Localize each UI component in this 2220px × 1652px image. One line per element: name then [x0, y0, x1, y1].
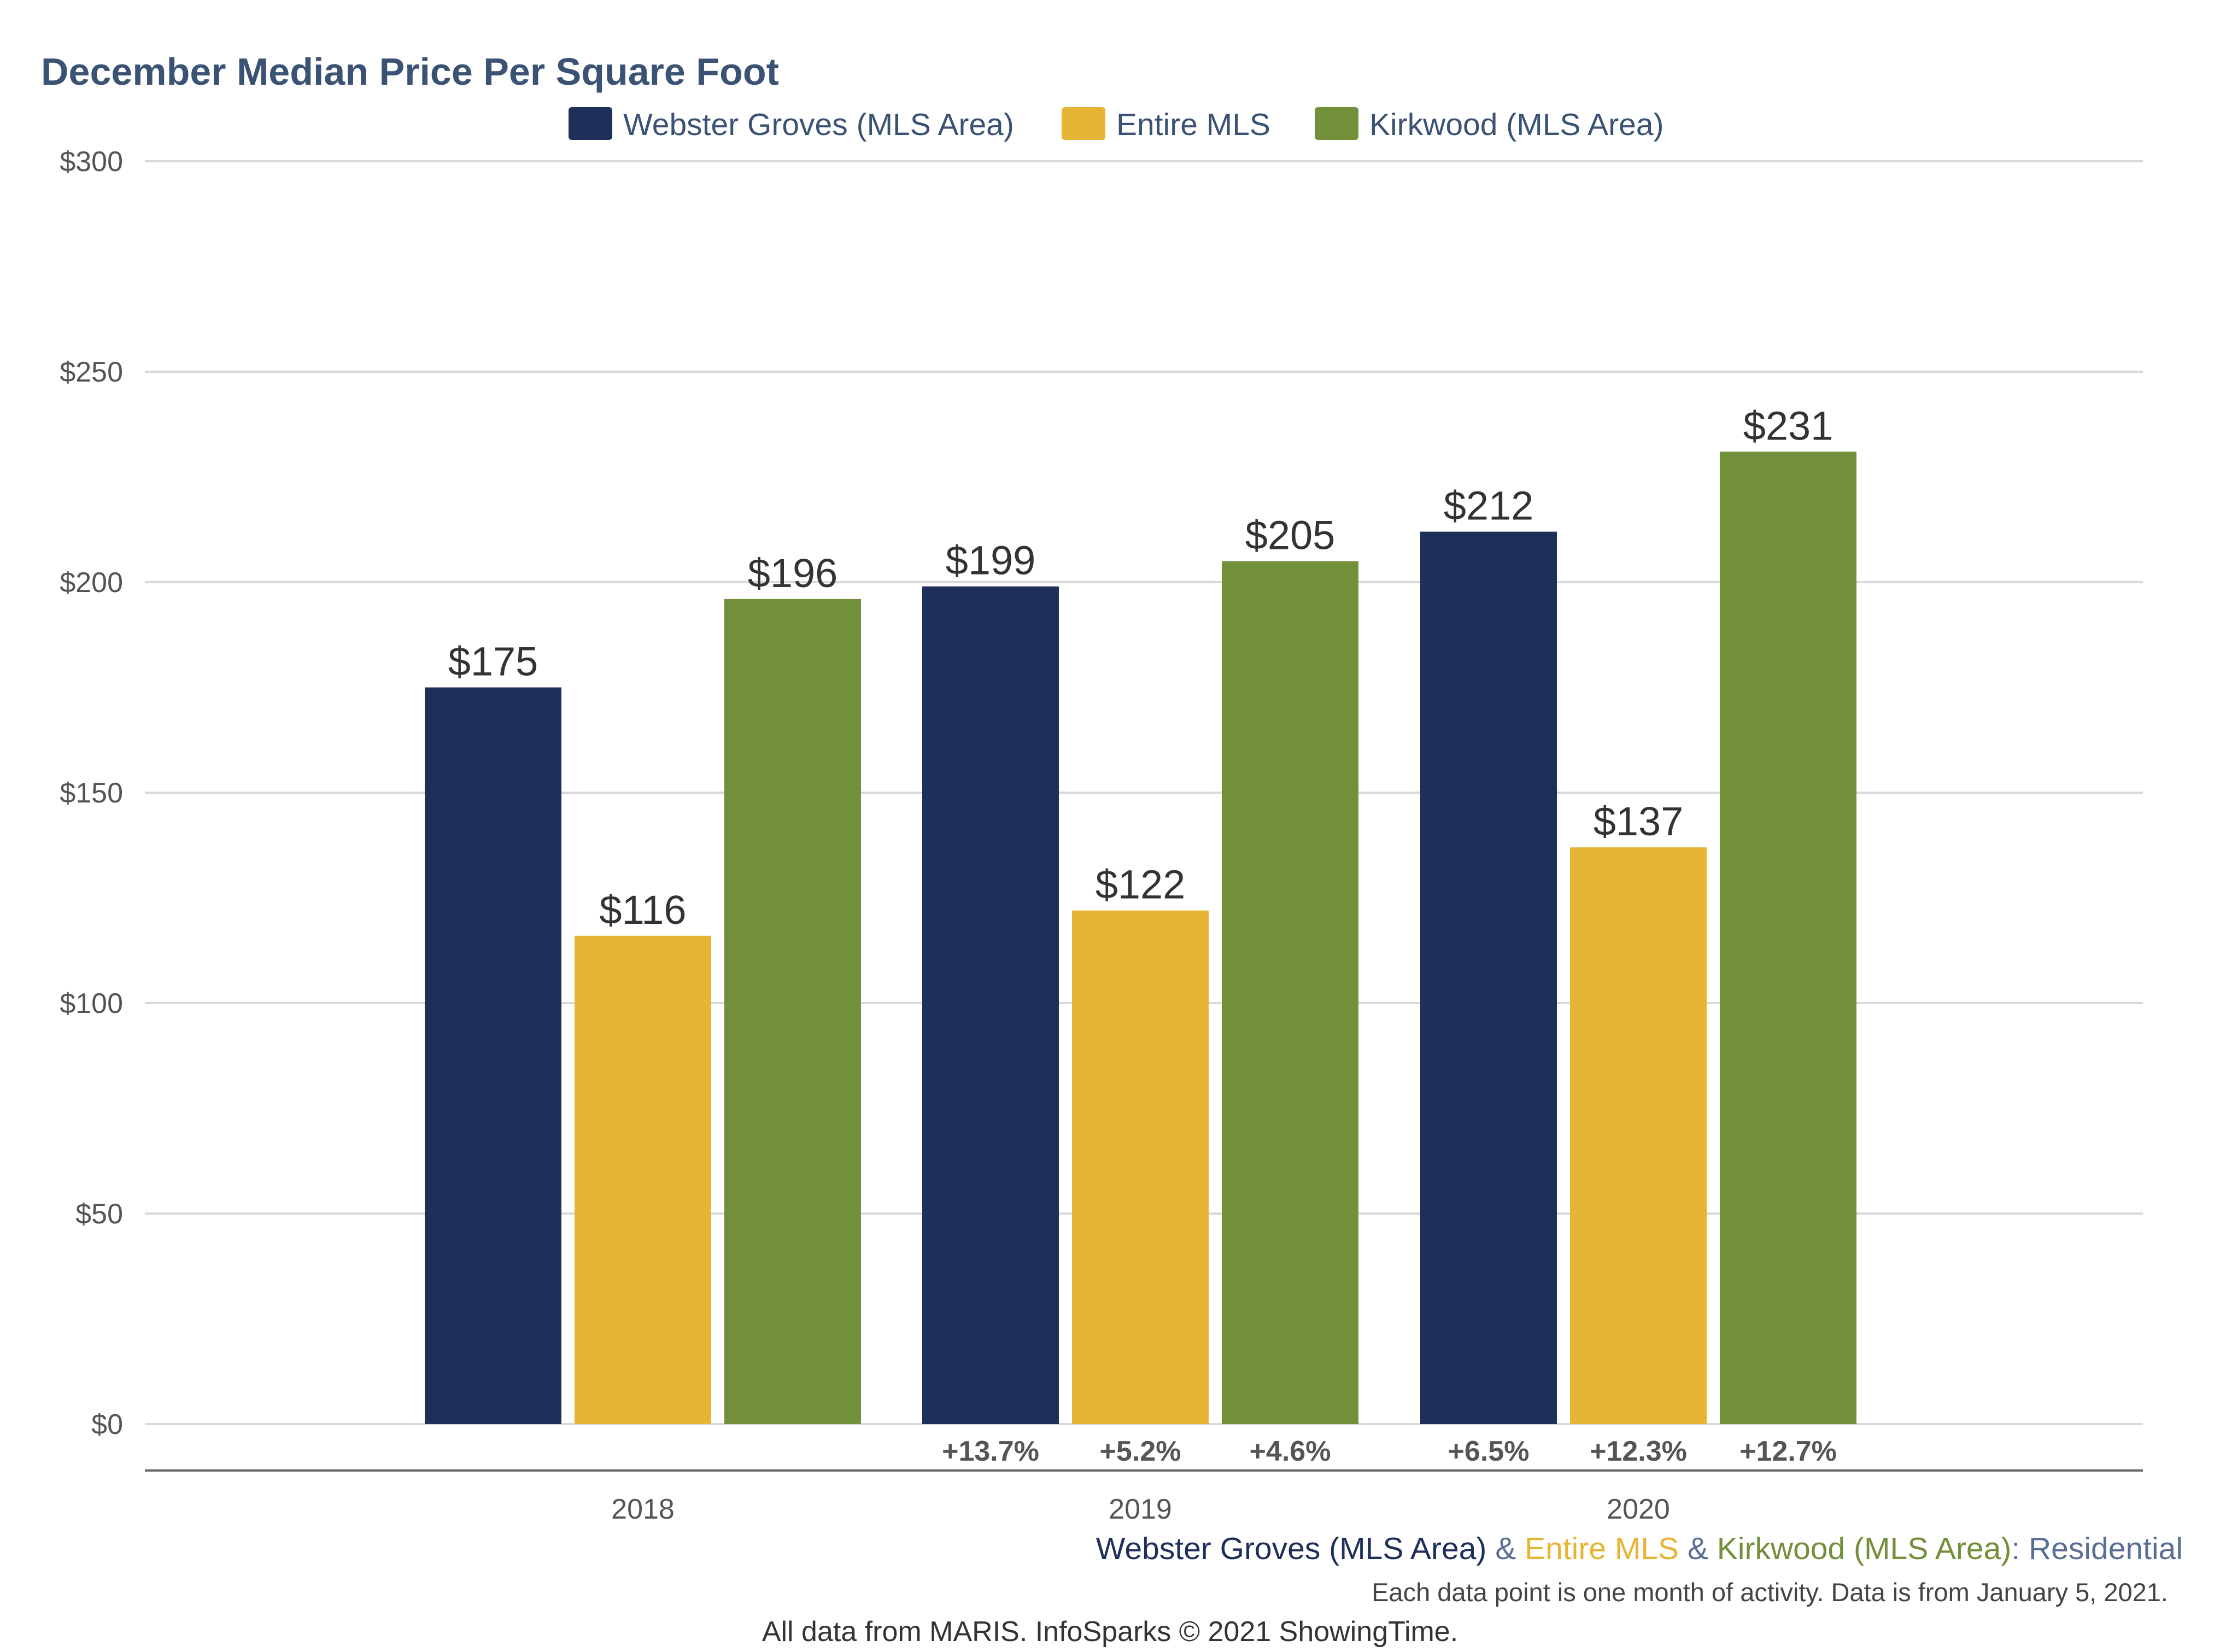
- change-label: +5.2%: [1100, 1436, 1181, 1467]
- credit-line: All data from MARIS. InfoSparks © 2021 S…: [762, 1616, 1458, 1648]
- value-label: $122: [1096, 862, 1186, 907]
- value-label: $205: [1245, 513, 1335, 558]
- y-axis-ticks: $0 $50 $100 $150 $200 $250 $300: [60, 146, 123, 1440]
- x-tick-label: 2019: [1109, 1493, 1172, 1525]
- bar: [1720, 452, 1856, 1424]
- bars: [425, 452, 1856, 1424]
- y-tick-label: $150: [60, 777, 123, 809]
- change-labels: +13.7% +5.2% +4.6% +6.5% +12.3% +12.7%: [942, 1436, 1837, 1467]
- legend: Webster Groves (MLS Area) Entire MLS Kirkw…: [569, 107, 1664, 142]
- footer-separator-1: &: [1486, 1531, 1525, 1566]
- value-label: $137: [1594, 799, 1684, 844]
- y-tick-label: $0: [91, 1409, 123, 1440]
- y-tick-label: $300: [60, 146, 123, 178]
- value-label: $175: [448, 639, 538, 684]
- change-label: +13.7%: [942, 1436, 1039, 1467]
- change-label: +12.7%: [1739, 1436, 1837, 1467]
- value-label: $116: [599, 887, 686, 933]
- legend-label: Webster Groves (MLS Area): [623, 107, 1014, 142]
- value-label: $212: [1444, 483, 1534, 529]
- value-label: $196: [748, 550, 838, 596]
- bar: [1222, 561, 1358, 1424]
- bar: [425, 687, 561, 1424]
- chart-title: December Median Price Per Square Foot: [41, 50, 779, 93]
- x-tick-label: 2020: [1607, 1493, 1670, 1525]
- bar: [1420, 531, 1557, 1424]
- legend-label: Entire MLS: [1116, 107, 1270, 142]
- x-tick-label: 2018: [611, 1493, 675, 1525]
- footer-series-3: Kirkwood (MLS Area): [1717, 1531, 2012, 1566]
- footer-series-1: Webster Groves (MLS Area): [1096, 1531, 1487, 1566]
- value-labels: $175 $116 $196 $199 $122 $205 $212 $137 $231: [448, 403, 1834, 933]
- x-axis-ticks: 2018 2019 2020: [611, 1493, 1670, 1525]
- bar: [575, 935, 711, 1424]
- y-tick-label: $200: [60, 567, 123, 599]
- footer-series-2: Entire MLS: [1525, 1531, 1679, 1566]
- bar: [1072, 910, 1209, 1424]
- y-tick-label: $250: [60, 356, 123, 388]
- data-note: Each data point is one month of activity…: [1372, 1578, 2168, 1607]
- chart: December Median Price Per Square Foot We…: [41, 50, 2143, 1525]
- value-label: $231: [1743, 403, 1834, 448]
- change-label: +6.5%: [1448, 1436, 1530, 1467]
- y-tick-label: $100: [60, 988, 123, 1020]
- bar: [922, 586, 1059, 1424]
- footer-segment: Residential: [2029, 1531, 2183, 1566]
- change-label: +4.6%: [1250, 1436, 1331, 1467]
- legend-swatch: [1315, 107, 1358, 140]
- legend-swatch: [569, 107, 612, 140]
- bar: [724, 599, 861, 1424]
- value-label: $199: [946, 538, 1036, 583]
- legend-label: Kirkwood (MLS Area): [1369, 107, 1664, 142]
- footer-series-line: Webster Groves (MLS Area) & Entire MLS &…: [1096, 1531, 2183, 1567]
- legend-swatch: [1062, 107, 1105, 140]
- bar: [1570, 847, 1707, 1424]
- change-label: +12.3%: [1590, 1436, 1687, 1467]
- y-tick-label: $50: [75, 1198, 123, 1230]
- footer-separator-2: &: [1679, 1531, 1717, 1566]
- footer-colon: :: [2011, 1531, 2029, 1566]
